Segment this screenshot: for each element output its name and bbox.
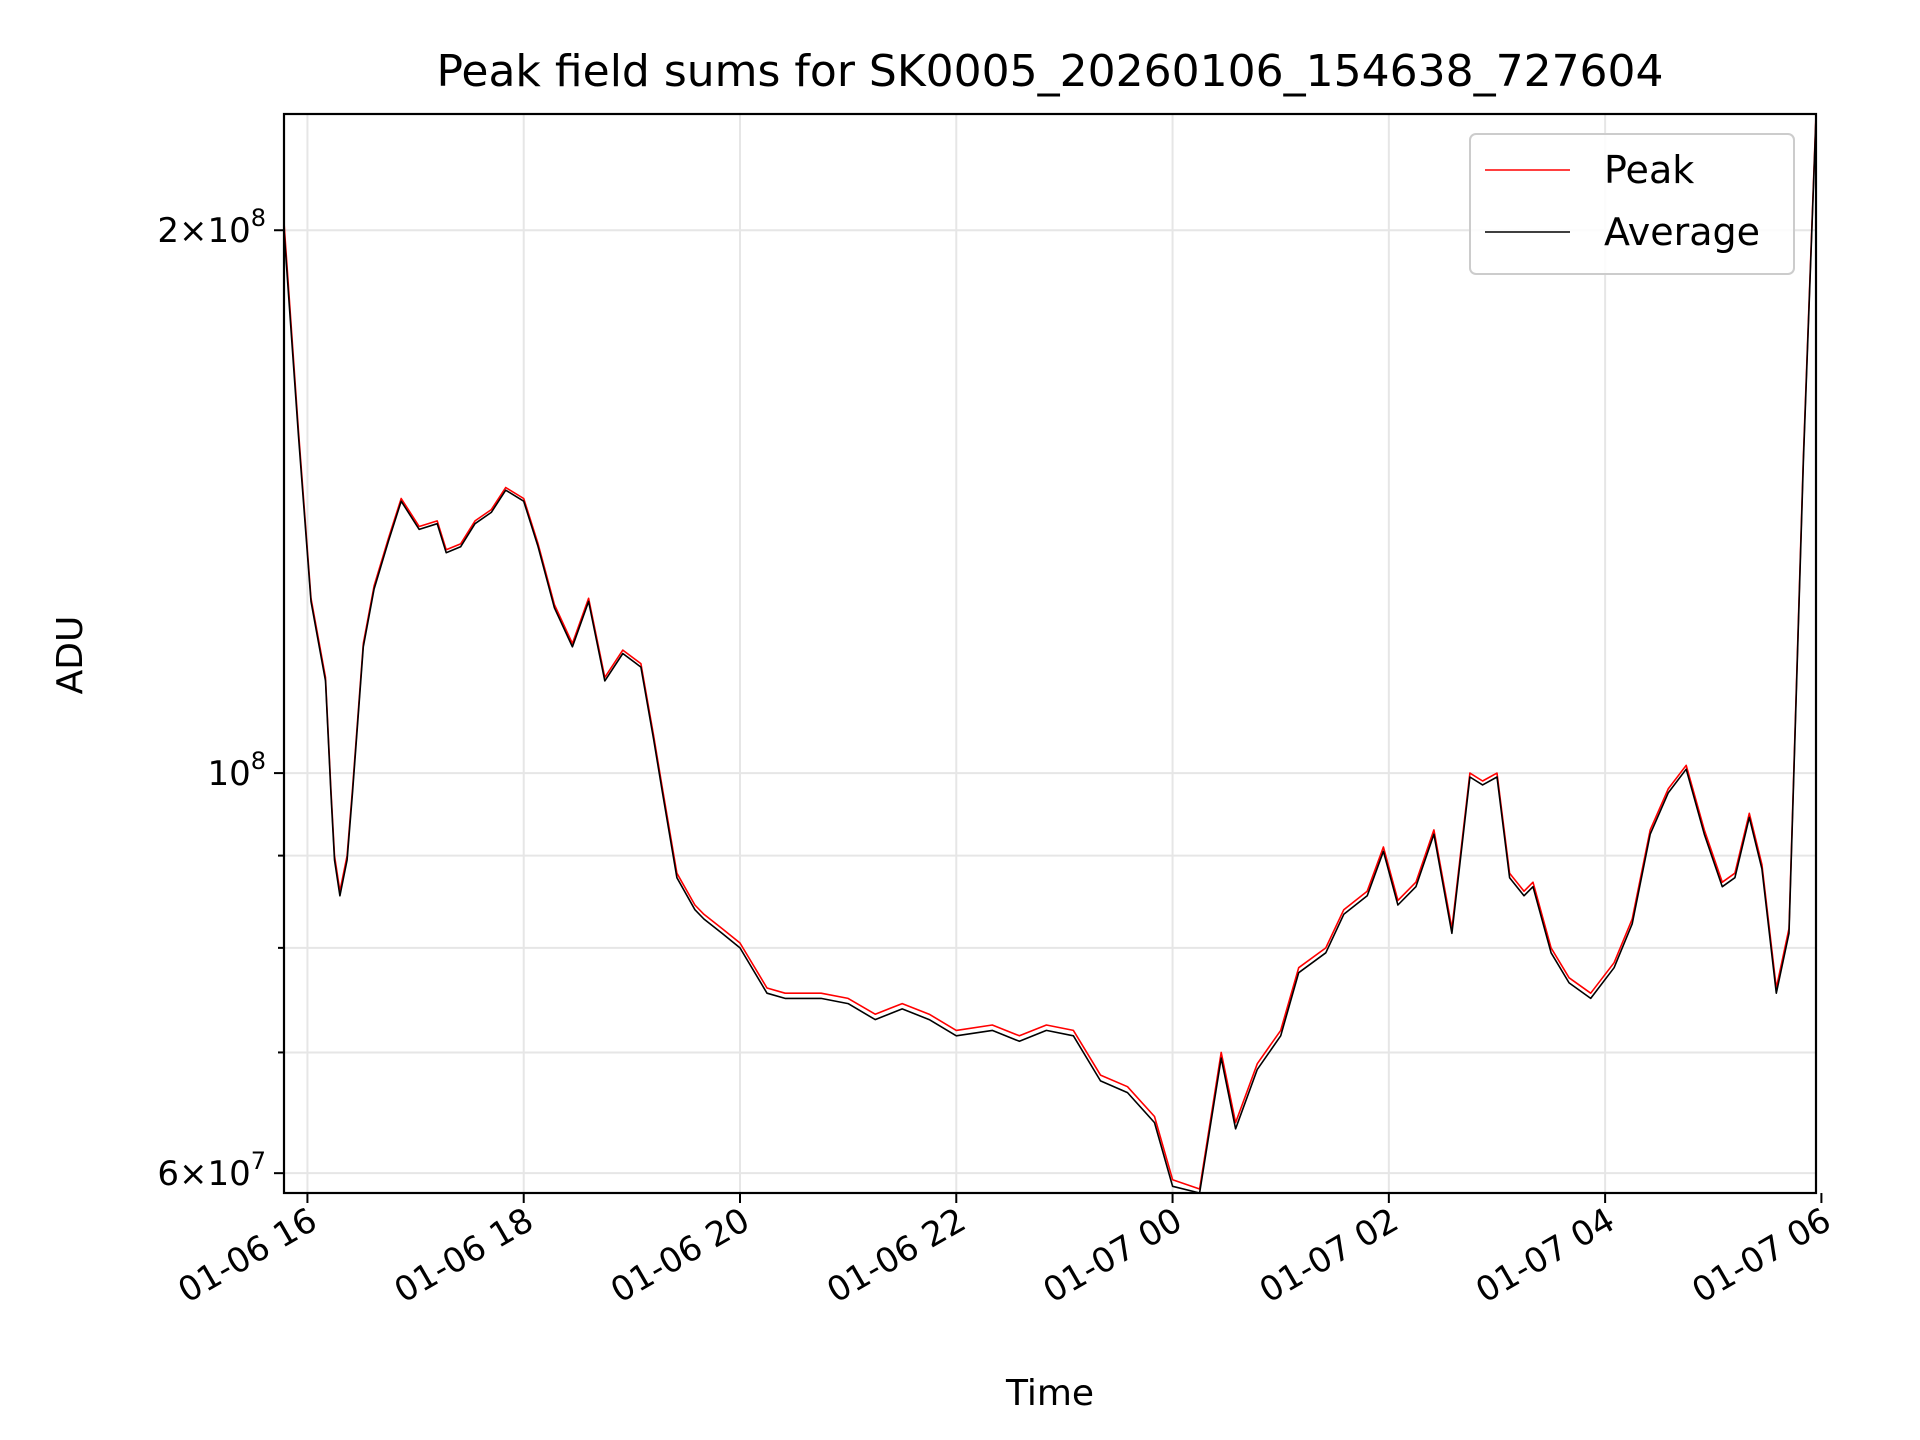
series-line-average — [283, 117, 1817, 1194]
x-tick-label: 01-06 22 — [820, 1200, 972, 1311]
series-line-peak — [283, 113, 1817, 1190]
x-tick-label: 01-07 02 — [1253, 1200, 1405, 1311]
x-tick-label: 01-06 18 — [388, 1200, 540, 1311]
x-tick-label: 01-07 00 — [1037, 1200, 1189, 1311]
x-tick-label: 01-06 20 — [604, 1200, 756, 1311]
x-tick-label: 01-07 04 — [1469, 1200, 1621, 1311]
legend: Peak Average — [1469, 133, 1795, 275]
plot-frame — [282, 112, 1818, 1195]
legend-label-average: Average — [1604, 210, 1760, 254]
y-tick-label: 6×107 — [157, 1147, 266, 1194]
y-axis-label: ADU — [50, 616, 91, 695]
y-axis: 6×107 108 2×108 — [157, 204, 284, 1194]
x-tick-label: 01-06 16 — [172, 1200, 324, 1311]
x-tick-label: 01-07 06 — [1686, 1200, 1838, 1311]
chart-title: Peak field sums for SK0005_20260106_1546… — [436, 46, 1663, 97]
y-tick-label: 108 — [207, 747, 266, 794]
x-axis-label: Time — [1005, 1373, 1094, 1414]
y-tick-label: 2×108 — [157, 204, 266, 251]
series-lines — [283, 113, 1817, 1194]
legend-label-peak: Peak — [1604, 148, 1694, 192]
legend-box — [1469, 133, 1795, 275]
x-axis: 01-06 16 01-06 18 01-06 20 01-06 22 01-07 00… — [172, 1193, 1838, 1311]
